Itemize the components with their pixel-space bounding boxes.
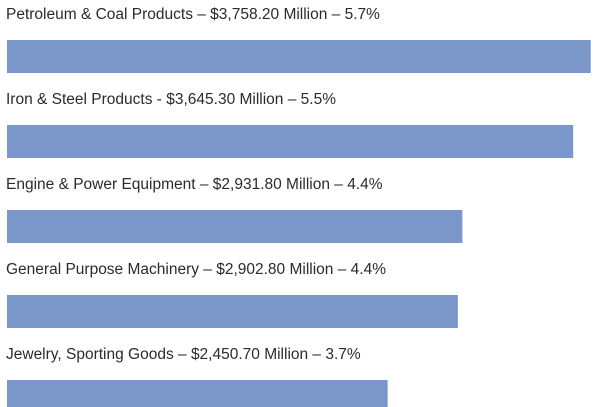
bar-label: Iron & Steel Products - $3,645.30 Millio…	[6, 91, 336, 108]
bar	[7, 380, 388, 407]
bar	[7, 295, 458, 328]
bar-label: General Purpose Machinery – $2,902.80 Mi…	[6, 261, 386, 278]
bar	[7, 125, 574, 158]
bar-label: Engine & Power Equipment – $2,931.80 Mil…	[6, 176, 383, 193]
bar-label: Petroleum & Coal Products – $3,758.20 Mi…	[6, 6, 380, 23]
bar	[7, 40, 591, 73]
bar	[7, 210, 463, 243]
bar-label: Jewelry, Sporting Goods – $2,450.70 Mill…	[6, 346, 361, 363]
